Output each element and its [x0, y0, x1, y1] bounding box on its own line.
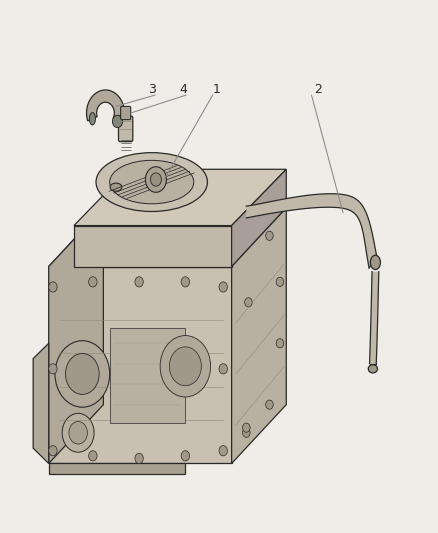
Ellipse shape [110, 183, 122, 191]
Circle shape [55, 341, 110, 407]
Circle shape [62, 414, 94, 452]
Polygon shape [87, 90, 124, 125]
Circle shape [181, 451, 190, 461]
Ellipse shape [368, 365, 378, 373]
Circle shape [49, 446, 57, 456]
Circle shape [66, 353, 99, 394]
Ellipse shape [371, 255, 381, 270]
Polygon shape [49, 266, 232, 464]
Circle shape [49, 282, 57, 292]
Circle shape [160, 336, 211, 397]
Circle shape [88, 277, 97, 287]
Circle shape [219, 282, 227, 292]
Ellipse shape [110, 160, 194, 204]
Ellipse shape [113, 115, 123, 127]
Circle shape [266, 231, 273, 240]
Circle shape [219, 364, 227, 374]
Text: 4: 4 [179, 84, 187, 96]
Polygon shape [74, 169, 286, 225]
Polygon shape [370, 272, 379, 364]
Polygon shape [74, 225, 232, 266]
Polygon shape [246, 194, 377, 268]
Polygon shape [49, 208, 286, 266]
Circle shape [135, 453, 143, 464]
Circle shape [151, 173, 161, 186]
Circle shape [88, 451, 97, 461]
Circle shape [276, 277, 284, 286]
Polygon shape [232, 169, 286, 266]
FancyBboxPatch shape [119, 116, 133, 142]
Polygon shape [49, 208, 103, 464]
Polygon shape [49, 464, 185, 474]
Circle shape [135, 277, 143, 287]
Circle shape [49, 364, 57, 374]
Text: 2: 2 [314, 84, 322, 96]
Polygon shape [110, 328, 185, 423]
Circle shape [145, 167, 166, 192]
Circle shape [243, 423, 250, 432]
Circle shape [219, 446, 227, 456]
Ellipse shape [89, 112, 95, 125]
Circle shape [69, 422, 88, 444]
Circle shape [276, 338, 284, 348]
Circle shape [181, 277, 190, 287]
Circle shape [170, 347, 201, 386]
Circle shape [243, 428, 250, 438]
Text: 1: 1 [213, 84, 221, 96]
Circle shape [266, 400, 273, 409]
Text: 3: 3 [148, 84, 155, 96]
Ellipse shape [96, 152, 208, 212]
Circle shape [245, 298, 252, 307]
Polygon shape [232, 208, 286, 464]
FancyBboxPatch shape [120, 107, 131, 119]
Polygon shape [33, 343, 49, 464]
